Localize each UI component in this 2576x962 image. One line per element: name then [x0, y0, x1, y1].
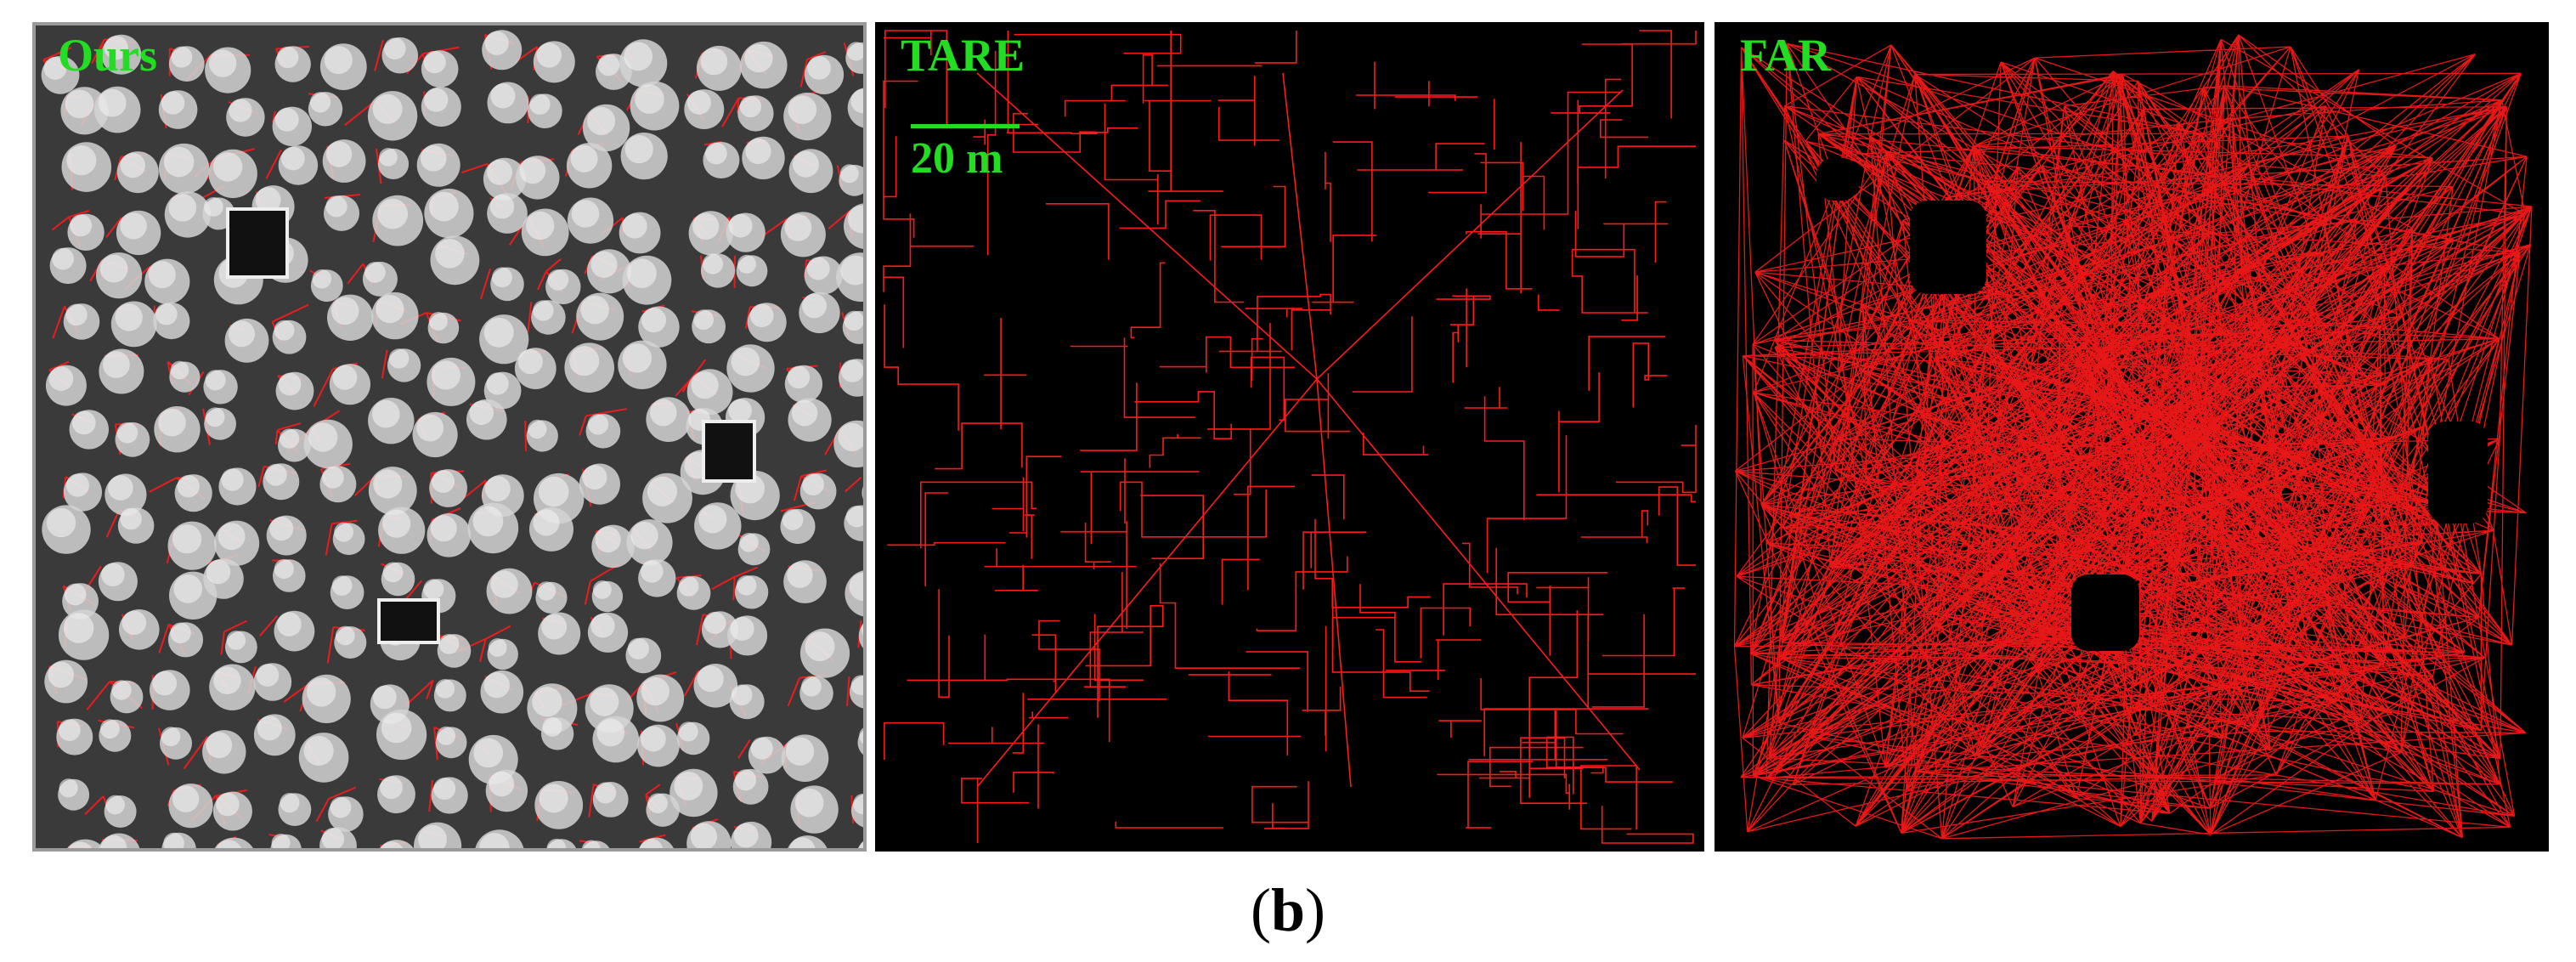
panel-ours: Ours [32, 22, 867, 852]
figure-caption: (b) [0, 875, 2576, 946]
caption-letter: b [1270, 876, 1306, 944]
tare-map [883, 30, 1697, 844]
ours-texture [32, 22, 867, 852]
panel-far: FAR [1715, 22, 2549, 852]
panel-tare: TARE 20 m [875, 22, 1704, 852]
scale-bar-label: 20 m [911, 134, 1003, 183]
tare-texture [883, 30, 1697, 844]
panel-label-tare: TARE [901, 30, 1025, 81]
caption-open: ( [1250, 876, 1271, 944]
caption-close: ) [1305, 876, 1325, 944]
scale-bar [911, 124, 1020, 128]
ours-map [32, 22, 867, 852]
far-map [1733, 34, 2533, 840]
panel-label-far: FAR [1740, 30, 1831, 81]
far-texture [1733, 34, 2533, 840]
panel-label-ours: Ours [58, 30, 158, 81]
